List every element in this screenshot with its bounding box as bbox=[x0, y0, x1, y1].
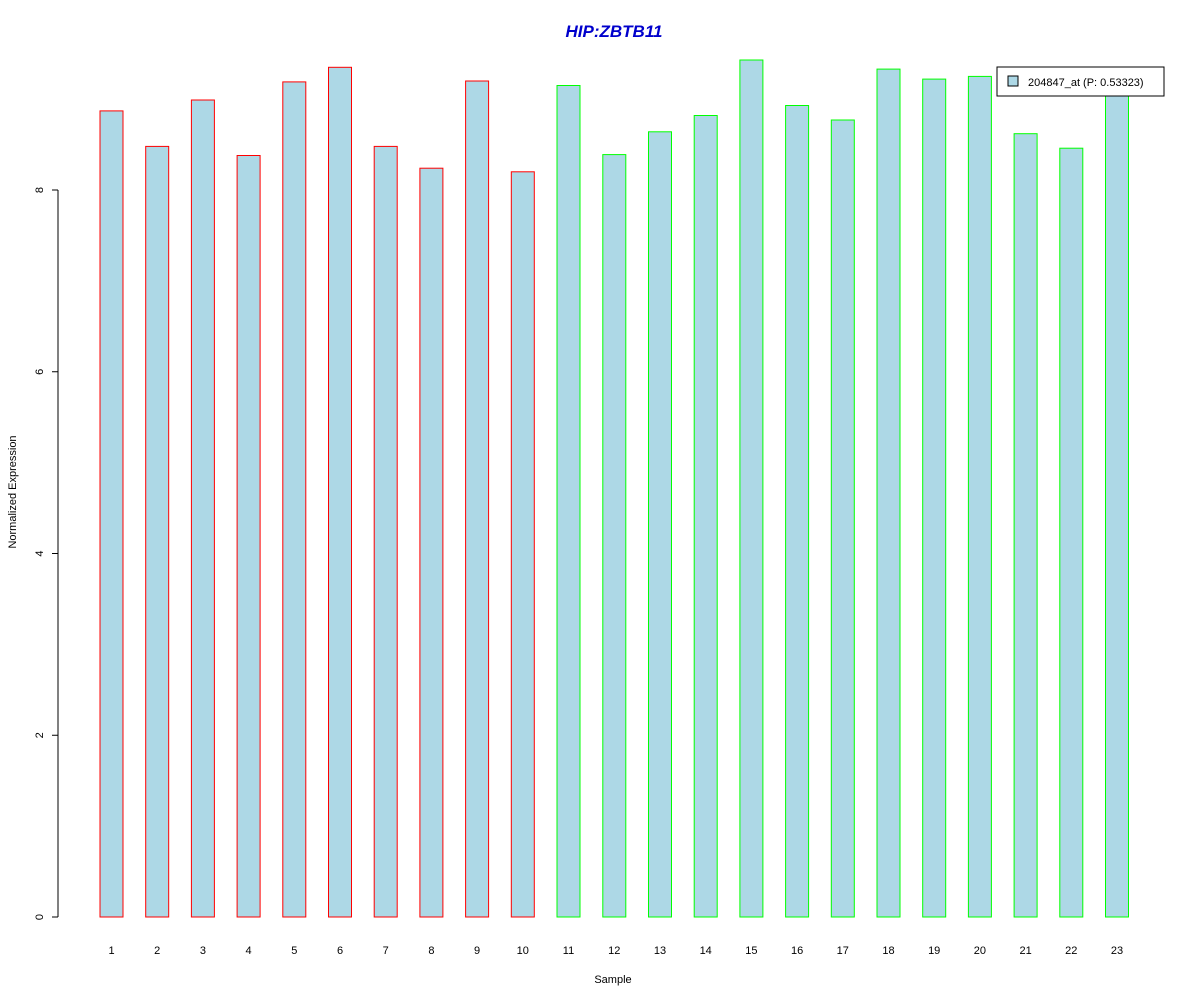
x-tick-label: 11 bbox=[563, 945, 574, 957]
x-tick-label: 4 bbox=[246, 945, 252, 957]
x-tick-label: 7 bbox=[383, 945, 389, 957]
bar-sample-12 bbox=[602, 154, 627, 918]
bar-sample-4 bbox=[236, 155, 261, 918]
x-tick-label: 9 bbox=[474, 945, 480, 957]
y-tick-label: 0 bbox=[34, 914, 46, 920]
chart-title: HIP:ZBTB11 bbox=[566, 22, 663, 41]
bar-sample-11 bbox=[556, 85, 581, 918]
x-tick-label: 20 bbox=[974, 945, 986, 957]
bar-sample-19 bbox=[922, 78, 947, 918]
x-tick-labels: 1 2 3 4 5 6 7 8 9 10 11 12 13 14 15 16 17 18 19 20 21 22 23 bbox=[108, 945, 1123, 957]
x-tick-label: 17 bbox=[837, 945, 849, 957]
bar-sample-23 bbox=[1105, 86, 1129, 918]
bar-sample-1 bbox=[99, 110, 124, 918]
x-tick-label: 10 bbox=[517, 945, 529, 957]
x-tick-label: 3 bbox=[200, 945, 206, 957]
x-tick-label: 5 bbox=[291, 945, 297, 957]
bar-sample-2 bbox=[145, 145, 170, 918]
bar-sample-15 bbox=[739, 59, 764, 918]
bar-sample-10 bbox=[510, 171, 535, 918]
x-tick-label: 13 bbox=[654, 945, 666, 957]
bar-sample-16 bbox=[785, 105, 810, 918]
x-tick-label: 12 bbox=[608, 945, 620, 957]
bar-sample-18 bbox=[876, 68, 901, 918]
x-tick-label: 19 bbox=[928, 945, 940, 957]
bar-sample-3 bbox=[190, 99, 215, 918]
y-tick-label: 2 bbox=[34, 732, 46, 738]
x-tick-label: 2 bbox=[154, 945, 160, 957]
bar-sample-9 bbox=[465, 80, 490, 918]
bar-sample-20 bbox=[967, 75, 992, 918]
legend-series-name: 204847_at (P: 0.53323) bbox=[1028, 77, 1144, 89]
x-tick-label: 18 bbox=[882, 945, 894, 957]
x-tick-label: 22 bbox=[1065, 945, 1077, 957]
x-tick-label: 16 bbox=[791, 945, 803, 957]
bar-sample-13 bbox=[648, 131, 672, 918]
bar-sample-5 bbox=[282, 81, 307, 918]
x-tick-label: 23 bbox=[1111, 945, 1123, 957]
bar-sample-14 bbox=[693, 115, 718, 918]
y-axis: 0 2 4 6 8 bbox=[34, 187, 59, 920]
bar-sample-7 bbox=[373, 145, 398, 918]
bar-sample-21 bbox=[1013, 133, 1038, 918]
y-tick-label: 4 bbox=[34, 550, 46, 556]
x-tick-label: 21 bbox=[1019, 945, 1031, 957]
y-tick-label: 8 bbox=[34, 187, 46, 193]
x-tick-label: 6 bbox=[337, 945, 343, 957]
legend-swatch bbox=[1007, 75, 1019, 87]
y-axis-label: Normalized Expression bbox=[7, 435, 19, 548]
bar-sample-8 bbox=[419, 167, 444, 918]
x-tick-label: 1 bbox=[108, 945, 114, 957]
bar-sample-17 bbox=[830, 119, 855, 918]
bars-group bbox=[99, 59, 1129, 918]
bar-sample-6 bbox=[328, 66, 352, 918]
x-axis-label: Sample bbox=[594, 974, 631, 986]
x-tick-label: 8 bbox=[428, 945, 434, 957]
bar-sample-22 bbox=[1059, 147, 1084, 918]
legend-box bbox=[996, 66, 1165, 97]
legend: 204847_at (P: 0.53323) bbox=[996, 66, 1165, 97]
y-tick-label: 6 bbox=[34, 369, 46, 375]
x-tick-label: 14 bbox=[700, 945, 712, 957]
x-tick-label: 15 bbox=[745, 945, 757, 957]
